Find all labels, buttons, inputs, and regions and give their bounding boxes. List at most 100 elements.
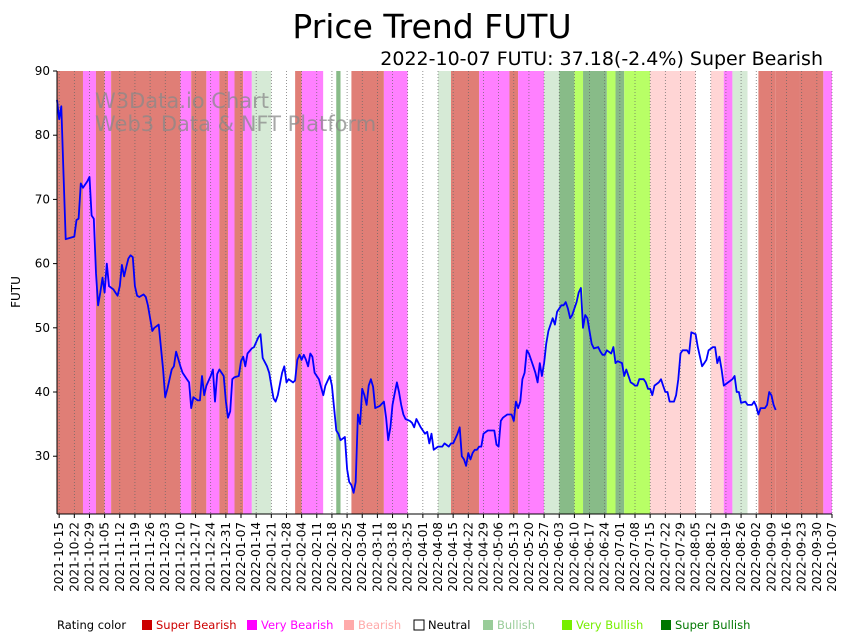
legend-item-label: Bearish: [358, 618, 401, 632]
x-tick-label: 2021-12-17: [189, 522, 203, 592]
rating-band-very-bullish: [606, 71, 616, 514]
legend-item-label: Super Bearish: [156, 618, 237, 632]
x-tick-label: 2022-08-19: [719, 522, 733, 592]
chart-subtitle: 2022-10-07 FUTU: 37.18(-2.4%) Super Bear…: [380, 48, 823, 70]
rating-band-neutral: [695, 71, 711, 514]
legend-swatch: [661, 620, 671, 630]
x-tick-label: 2022-06-03: [552, 522, 566, 592]
x-tick-label: 2022-07-15: [643, 522, 657, 592]
y-tick-label: 30: [35, 449, 50, 463]
x-tick-label: 2021-12-03: [158, 522, 172, 592]
rating-band-very-bearish: [383, 71, 408, 514]
x-tick-label: 2022-02-25: [340, 522, 354, 592]
legend-swatch: [562, 620, 572, 630]
rating-band-neutral: [271, 71, 296, 514]
x-tick-label: 2022-07-01: [613, 522, 627, 592]
x-tick-label: 2022-07-22: [658, 522, 672, 592]
x-tick-label: 2021-10-29: [82, 522, 96, 592]
rating-band-very-bullish: [624, 71, 651, 514]
x-tick-label: 2022-08-05: [689, 522, 703, 592]
y-tick-label: 90: [35, 64, 50, 78]
x-tick-label: 2022-06-10: [567, 522, 581, 592]
x-tick-label: 2022-03-11: [370, 522, 384, 592]
rating-band-very-bearish: [104, 71, 112, 514]
x-tick-label: 2022-05-27: [537, 522, 551, 592]
rating-band-very-bearish: [206, 71, 220, 514]
rating-band-bullish: [544, 71, 560, 514]
legend-item-label: Neutral: [428, 618, 470, 632]
rating-band-very-bearish: [228, 71, 235, 514]
y-tick-label: 40: [35, 385, 50, 399]
rating-band-super-bearish: [191, 71, 207, 514]
x-tick-label: 2022-05-13: [507, 522, 521, 592]
rating-band-super-bearish: [219, 71, 229, 514]
rating-band-super-bullish: [583, 71, 607, 514]
x-tick-label: 2022-05-06: [492, 522, 506, 592]
watermark-line-1: W3Data.io Chart: [95, 89, 269, 113]
x-tick-label: 2021-10-15: [52, 522, 66, 592]
x-tick-label: 2022-08-12: [704, 522, 718, 592]
y-tick-label: 60: [35, 257, 50, 271]
x-tick-label: 2022-06-17: [583, 522, 597, 592]
axes: [56, 71, 832, 515]
x-tick-label: 2022-07-08: [628, 522, 642, 592]
x-tick-label: 2022-08-26: [734, 522, 748, 592]
x-tick-label: 2022-09-02: [749, 522, 763, 592]
rating-band-super-bearish: [111, 71, 181, 514]
rating-band-very-bearish: [479, 71, 510, 514]
rating-band-neutral: [747, 71, 759, 514]
x-tick-label: 2022-01-28: [279, 522, 293, 592]
legend-item-label: Very Bullish: [576, 618, 643, 632]
rating-band-neutral: [323, 71, 337, 514]
rating-band-very-bearish: [518, 71, 545, 514]
rating-band-neutral: [340, 71, 352, 514]
rating-band-super-bearish: [234, 71, 244, 514]
x-tick-label: 2022-09-23: [795, 522, 809, 592]
x-tick-label: 2022-04-15: [446, 522, 460, 592]
watermark-line-2: Web3 Data & NFT Platform: [95, 112, 376, 136]
y-tick-label: 50: [35, 321, 50, 335]
y-tick-label: 80: [35, 128, 50, 142]
x-tick-label: 2022-07-29: [673, 522, 687, 592]
rating-band-super-bearish: [775, 71, 800, 514]
x-tick-label: 2022-02-04: [295, 522, 309, 592]
rating-band-bullish: [732, 71, 748, 514]
legend-swatch: [344, 620, 354, 630]
legend-item-label: Bullish: [497, 618, 535, 632]
legend-swatch: [413, 619, 425, 631]
rating-band-bullish: [251, 71, 272, 514]
rating-band-very-bearish: [180, 71, 192, 514]
x-tick-label: 2022-03-25: [401, 522, 415, 592]
x-tick-label: 2021-12-24: [204, 522, 218, 592]
x-tick-label: 2021-12-31: [219, 522, 233, 592]
legend-item-label: Very Bearish: [261, 618, 333, 632]
x-tick-label: 2021-10-22: [67, 522, 81, 592]
rating-band-very-bearish: [243, 71, 252, 514]
rating-band-super-bearish: [758, 71, 776, 514]
x-tick-label: 2021-11-19: [128, 522, 142, 592]
rating-band-very-bearish: [301, 71, 324, 514]
x-tick-label: 2021-12-10: [173, 522, 187, 592]
x-tick-label: 2022-01-07: [234, 522, 248, 592]
legend-title: Rating color: [57, 618, 126, 632]
rating-band-bullish: [438, 71, 451, 514]
rating-band-super-bearish: [57, 71, 83, 514]
rating-band-super-bearish: [295, 71, 302, 514]
rating-band-super-bullish: [559, 71, 575, 514]
rating-legend: Rating color Super Bearish Very Bearish Be…: [57, 618, 750, 632]
rating-band-very-bearish: [823, 71, 832, 514]
x-tick-label: 2022-02-11: [310, 522, 324, 592]
legend-swatch: [247, 620, 257, 630]
y-ticks: 30 40 50 60 70 80 90: [35, 64, 57, 463]
y-axis-label: FUTU: [9, 276, 23, 308]
x-tick-label: 2022-09-09: [764, 522, 778, 592]
x-tick-label: 2022-03-04: [355, 522, 369, 592]
x-tick-label: 2022-10-07: [825, 522, 839, 592]
x-tick-label: 2022-04-01: [416, 522, 430, 592]
x-tick-label: 2021-11-12: [113, 522, 127, 592]
price-series-line: [56, 99, 777, 494]
x-tick-label: 2022-09-16: [780, 522, 794, 592]
x-tick-label: 2022-03-18: [386, 522, 400, 592]
chart-title: Price Trend FUTU: [292, 7, 571, 46]
